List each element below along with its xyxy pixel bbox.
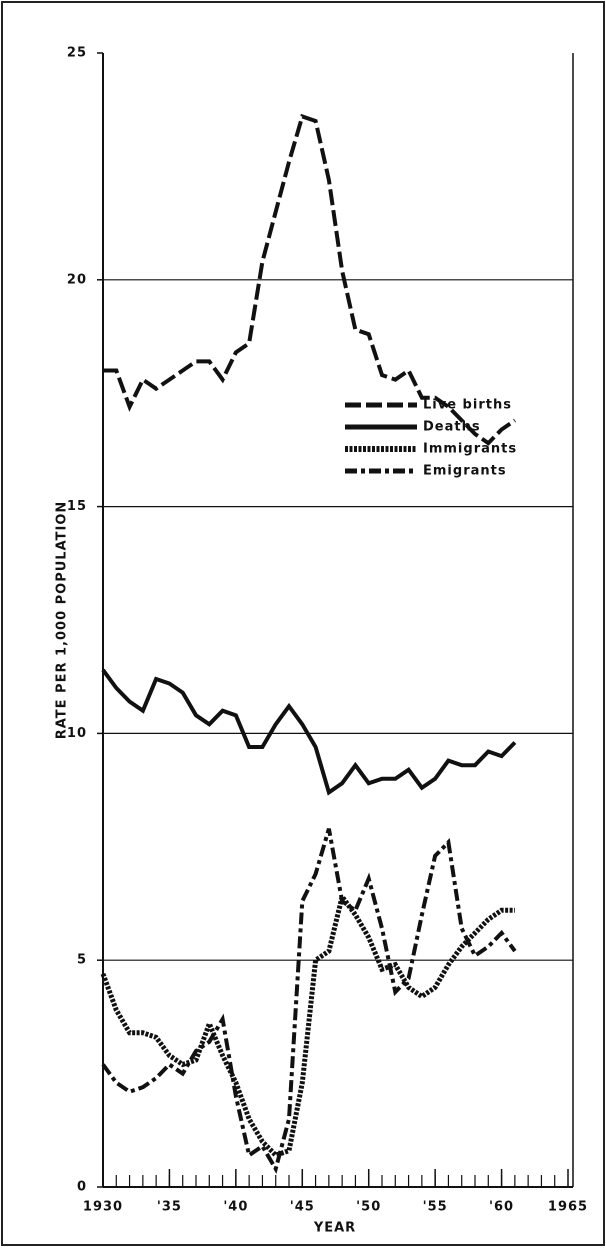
series-line (101, 668, 517, 796)
x-tick-label: '40 (223, 1200, 248, 1215)
legend-label: Immigrants (423, 442, 517, 457)
y-axis-label: RATE PER 1,000 POPULATION (55, 501, 70, 740)
y-tick-label: 10 (67, 726, 87, 741)
x-tick-label: '35 (157, 1200, 182, 1215)
series-line (101, 828, 517, 1175)
y-tick-label: 20 (67, 272, 87, 287)
x-tick-label: '50 (356, 1200, 381, 1215)
legend-label: Deaths (423, 420, 481, 435)
x-tick-label: '55 (423, 1200, 448, 1215)
legend-label: Live births (423, 398, 512, 413)
y-tick-label: 5 (77, 953, 87, 968)
y-tick-label: 15 (67, 499, 87, 514)
x-tick-label: '60 (489, 1200, 514, 1215)
y-tick-label: 0 (77, 1180, 87, 1195)
y-tick-label: 25 (67, 46, 87, 61)
series-line (100, 890, 515, 1159)
legend-label: Emigrants (423, 464, 507, 479)
x-tick-label: 1965 (548, 1200, 588, 1215)
series-line (103, 113, 517, 446)
x-tick-label: 1930 (83, 1200, 123, 1215)
x-tick-label: '45 (290, 1200, 315, 1215)
x-axis-label: YEAR (313, 1221, 356, 1236)
